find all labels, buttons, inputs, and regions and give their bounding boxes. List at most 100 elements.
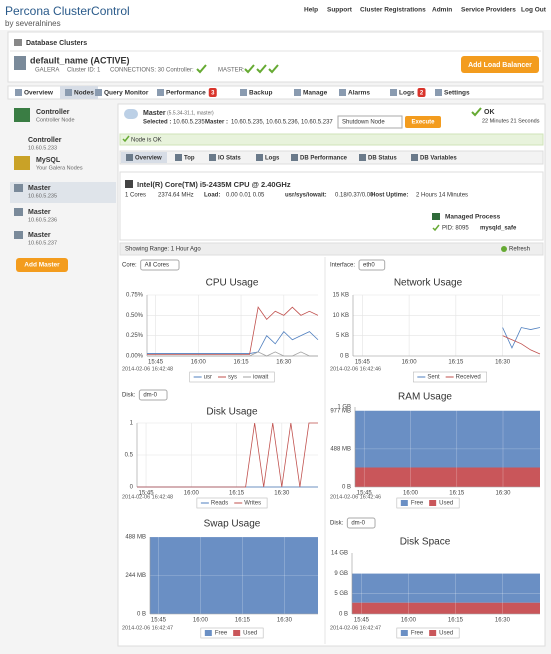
y-tick-label: 5 KB xyxy=(336,333,349,339)
control-value: dm-0 xyxy=(351,521,365,527)
sidebar-sub: 10.60.5.233 xyxy=(28,145,57,151)
subtab[interactable]: DB Variables xyxy=(420,156,457,162)
selected-label: Selected : xyxy=(143,120,171,126)
nav-link[interactable]: Service Providers xyxy=(461,7,516,14)
y-tick-label: 0 B xyxy=(339,612,348,618)
node-title: Master xyxy=(143,110,166,117)
top-bar xyxy=(0,0,551,30)
sidebar-title[interactable]: Controller xyxy=(36,109,70,116)
nav-link[interactable]: Support xyxy=(327,7,353,14)
subtab[interactable]: IO Stats xyxy=(218,156,241,162)
tab-icon xyxy=(157,89,164,96)
y-tick-label: 9 GB xyxy=(334,571,348,577)
y-tick-label: 1 xyxy=(130,421,134,427)
iowait-label: usr/sys/iowait: xyxy=(285,193,327,199)
sidebar-sub: Your Galera Nodes xyxy=(36,165,83,171)
ok-icon xyxy=(471,107,482,117)
action-select[interactable] xyxy=(337,115,403,129)
y-tick-label: 10 KB xyxy=(333,313,349,319)
line xyxy=(147,306,319,355)
cores: 1 Cores xyxy=(125,193,146,199)
control-value: eth0 xyxy=(363,263,375,269)
x-tick-label: 16:00 xyxy=(401,618,417,624)
sidebar-title[interactable]: Master xyxy=(28,185,51,192)
control-select[interactable] xyxy=(138,389,168,401)
sidebar-title[interactable]: Master xyxy=(28,209,51,216)
line xyxy=(147,330,319,354)
legend-label: Sent xyxy=(427,375,440,381)
master-label: MASTER: xyxy=(218,68,245,74)
selected-node: 10.60.5.235 xyxy=(173,120,205,126)
subtab-icon xyxy=(126,154,133,161)
controller-label: Controller: xyxy=(166,68,194,74)
control-label: Interface: xyxy=(330,263,355,269)
legend-box xyxy=(196,497,268,509)
range[interactable]: Showing Range: 1 Hour Ago xyxy=(125,247,201,253)
area xyxy=(150,537,318,614)
timestamp: 2014-02-06 16:42:48 xyxy=(122,494,173,500)
tab[interactable]: Nodes xyxy=(74,90,94,97)
sidebar-sub: Controller Node xyxy=(36,117,75,123)
sidebar-title[interactable]: MySQL xyxy=(36,157,61,164)
host-box xyxy=(119,171,544,241)
plot xyxy=(147,294,318,357)
sidebar-sub: 10.60.5.235 xyxy=(28,193,57,199)
tab[interactable]: Alarms xyxy=(348,90,370,97)
x-tick-label: 16:00 xyxy=(402,360,418,366)
nav-link[interactable]: Log Out xyxy=(521,7,547,14)
legend-swatch xyxy=(400,500,408,506)
legend-label: sys xyxy=(228,375,237,381)
mhz: 2374.64 MHz xyxy=(158,193,194,199)
nav-link[interactable]: Cluster Registrations xyxy=(360,7,426,14)
subtab[interactable]: DB Performance xyxy=(300,156,348,162)
tab[interactable]: Settings xyxy=(444,90,470,97)
timestamp: 2014-02-06 16:42:46 xyxy=(330,366,381,372)
execute-button[interactable] xyxy=(405,116,441,128)
x-tick-label: 15:45 xyxy=(357,491,373,497)
refresh[interactable]: Refresh xyxy=(509,247,530,253)
x-tick-label: 16:30 xyxy=(277,618,293,624)
host-uptime: 2 Hours 14 Minutes xyxy=(416,193,468,199)
plot xyxy=(150,536,318,615)
subtab-icon xyxy=(411,154,418,161)
sidebar-title[interactable]: Master xyxy=(28,232,51,239)
tab[interactable]: Manage xyxy=(303,90,328,97)
action-value: Shutdown Node xyxy=(342,120,385,126)
tab-icon xyxy=(240,89,247,96)
y-tick-label: 0.75% xyxy=(126,293,144,299)
host-uptime-label: Host Uptime: xyxy=(371,193,408,199)
add-master-button[interactable] xyxy=(16,258,68,272)
tab-badge-count: 3 xyxy=(211,91,215,97)
x-tick-label: 15:45 xyxy=(139,491,155,497)
tab[interactable]: Logs xyxy=(399,90,415,97)
process-ok xyxy=(432,224,440,232)
control-select[interactable] xyxy=(358,259,386,271)
brand: Percona ClusterControl xyxy=(5,4,130,18)
control-select[interactable] xyxy=(346,517,376,529)
subtab[interactable]: Logs xyxy=(265,156,280,162)
x-tick-label: 16:00 xyxy=(403,491,419,497)
subtab[interactable]: Overview xyxy=(135,156,162,162)
nav-link[interactable]: Help xyxy=(304,7,318,14)
y-tick-label: 1 GB xyxy=(337,405,351,411)
subtab[interactable]: Top xyxy=(184,156,195,162)
subtab[interactable]: DB Status xyxy=(368,156,397,162)
legend-label: Used xyxy=(439,501,453,507)
nav-link[interactable]: Admin xyxy=(432,7,452,14)
tab[interactable]: Query Monitor xyxy=(104,90,149,97)
sidebar-title[interactable]: Controller xyxy=(28,137,62,144)
add-load-balancer-button[interactable] xyxy=(461,56,539,73)
legend-swatch xyxy=(429,500,437,506)
line xyxy=(502,335,541,355)
control-select[interactable] xyxy=(140,259,180,271)
x-tick-label: 16:00 xyxy=(184,491,200,497)
tab[interactable]: Overview xyxy=(24,90,54,97)
x-tick-label: 16:15 xyxy=(449,491,465,497)
y-tick-label: 0.25% xyxy=(126,333,144,339)
cluster-id: Cluster ID: 1 xyxy=(67,68,101,74)
tab[interactable]: Performance xyxy=(166,90,206,97)
button-label: Add Load Balancer xyxy=(468,62,532,69)
tab[interactable]: Backup xyxy=(249,90,273,97)
tab-badge xyxy=(208,88,217,97)
